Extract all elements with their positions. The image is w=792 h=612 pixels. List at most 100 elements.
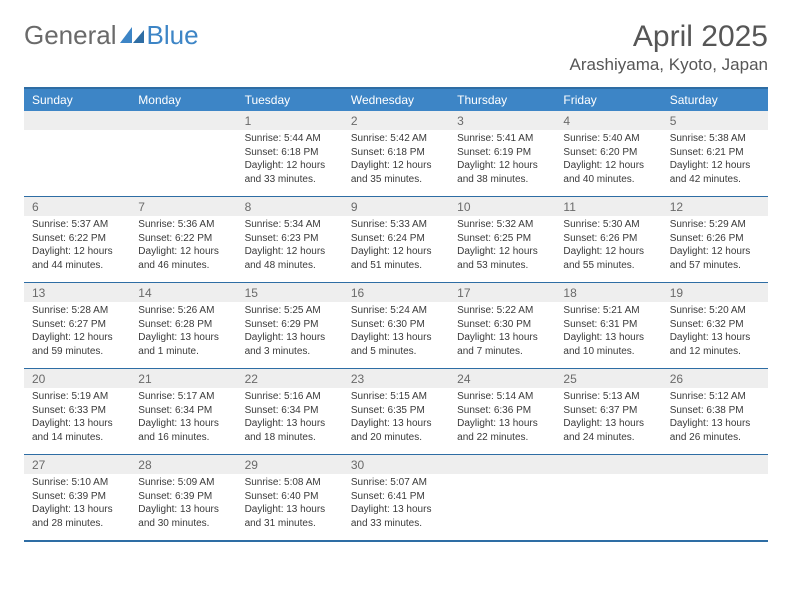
- day-body: [555, 474, 661, 540]
- sunrise-text: Sunrise: 5:33 AM: [351, 218, 441, 232]
- day-number: 12: [662, 197, 768, 216]
- calendar-grid: Sunday Monday Tuesday Wednesday Thursday…: [24, 87, 768, 542]
- day-number: 5: [662, 111, 768, 130]
- day-number: 7: [130, 197, 236, 216]
- sunrise-text: Sunrise: 5:22 AM: [457, 304, 547, 318]
- day-body: [24, 130, 130, 196]
- day-body: Sunrise: 5:34 AMSunset: 6:23 PMDaylight:…: [237, 216, 343, 282]
- daylight-text: Daylight: 13 hours and 16 minutes.: [138, 417, 228, 444]
- week-daynum-row: 27282930: [24, 454, 768, 474]
- sunset-text: Sunset: 6:30 PM: [457, 318, 547, 332]
- sunrise-text: Sunrise: 5:32 AM: [457, 218, 547, 232]
- daylight-text: Daylight: 13 hours and 31 minutes.: [245, 503, 335, 530]
- day-number: 24: [449, 369, 555, 388]
- day-number: [555, 455, 661, 474]
- week-body-row: Sunrise: 5:44 AM Sunset: 6:18 PM Daylight:…: [24, 130, 768, 196]
- sunrise-text: Sunrise: 5:21 AM: [563, 304, 653, 318]
- sunrise-text: Sunrise: 5:44 AM: [245, 132, 335, 146]
- day-number: 9: [343, 197, 449, 216]
- sunrise-text: Sunrise: 5:08 AM: [245, 476, 335, 490]
- sunrise-text: Sunrise: 5:13 AM: [563, 390, 653, 404]
- page-header: General Blue April 2025 Arashiyama, Kyot…: [24, 20, 768, 75]
- sunrise-text: Sunrise: 5:12 AM: [670, 390, 760, 404]
- dow-wednesday: Wednesday: [343, 89, 449, 111]
- day-number: 3: [449, 111, 555, 130]
- day-number: 16: [343, 283, 449, 302]
- day-body: Sunrise: 5:16 AMSunset: 6:34 PMDaylight:…: [237, 388, 343, 454]
- sunrise-text: Sunrise: 5:36 AM: [138, 218, 228, 232]
- sunrise-text: Sunrise: 5:30 AM: [563, 218, 653, 232]
- day-number: 20: [24, 369, 130, 388]
- sunrise-text: Sunrise: 5:42 AM: [351, 132, 441, 146]
- calendar-page: General Blue April 2025 Arashiyama, Kyot…: [0, 0, 792, 562]
- day-number: 25: [555, 369, 661, 388]
- daylight-text: Daylight: 13 hours and 3 minutes.: [245, 331, 335, 358]
- sunset-text: Sunset: 6:18 PM: [351, 146, 441, 160]
- day-number: 17: [449, 283, 555, 302]
- daylight-text: Daylight: 12 hours and 44 minutes.: [32, 245, 122, 272]
- day-body: Sunrise: 5:44 AMSunset: 6:18 PMDaylight:…: [237, 130, 343, 196]
- daylight-text: Daylight: 13 hours and 5 minutes.: [351, 331, 441, 358]
- dow-saturday: Saturday: [662, 89, 768, 111]
- day-body: Sunrise: 5:33 AMSunset: 6:24 PMDaylight:…: [343, 216, 449, 282]
- dow-friday: Friday: [555, 89, 661, 111]
- day-number: 4: [555, 111, 661, 130]
- day-number: 2: [343, 111, 449, 130]
- day-body: Sunrise: 5:17 AMSunset: 6:34 PMDaylight:…: [130, 388, 236, 454]
- day-body: [130, 130, 236, 196]
- day-number: 27: [24, 455, 130, 474]
- day-of-week-header: Sunday Monday Tuesday Wednesday Thursday…: [24, 89, 768, 111]
- title-block: April 2025 Arashiyama, Kyoto, Japan: [570, 20, 768, 75]
- sunrise-text: Sunrise: 5:37 AM: [32, 218, 122, 232]
- day-number: 21: [130, 369, 236, 388]
- daylight-text: Daylight: 12 hours and 38 minutes.: [457, 159, 547, 186]
- sunset-text: Sunset: 6:24 PM: [351, 232, 441, 246]
- sunset-text: Sunset: 6:34 PM: [138, 404, 228, 418]
- logo-text-blue: Blue: [147, 20, 199, 51]
- daylight-text: Daylight: 13 hours and 7 minutes.: [457, 331, 547, 358]
- sunset-text: Sunset: 6:39 PM: [32, 490, 122, 504]
- day-body: Sunrise: 5:19 AMSunset: 6:33 PMDaylight:…: [24, 388, 130, 454]
- logo-text-general: General: [24, 20, 117, 51]
- day-body: Sunrise: 5:20 AMSunset: 6:32 PMDaylight:…: [662, 302, 768, 368]
- sunrise-text: Sunrise: 5:26 AM: [138, 304, 228, 318]
- day-body: Sunrise: 5:21 AMSunset: 6:31 PMDaylight:…: [555, 302, 661, 368]
- day-number: 29: [237, 455, 343, 474]
- day-body: Sunrise: 5:07 AMSunset: 6:41 PMDaylight:…: [343, 474, 449, 540]
- day-number: 14: [130, 283, 236, 302]
- daylight-text: Daylight: 13 hours and 18 minutes.: [245, 417, 335, 444]
- day-body: [662, 474, 768, 540]
- day-body: Sunrise: 5:15 AMSunset: 6:35 PMDaylight:…: [343, 388, 449, 454]
- sunrise-text: Sunrise: 5:24 AM: [351, 304, 441, 318]
- dow-tuesday: Tuesday: [237, 89, 343, 111]
- day-body: Sunrise: 5:30 AMSunset: 6:26 PMDaylight:…: [555, 216, 661, 282]
- day-body: [449, 474, 555, 540]
- day-number: [130, 111, 236, 130]
- day-number: 23: [343, 369, 449, 388]
- sunset-text: Sunset: 6:28 PM: [138, 318, 228, 332]
- day-body: Sunrise: 5:37 AMSunset: 6:22 PMDaylight:…: [24, 216, 130, 282]
- day-body: Sunrise: 5:14 AMSunset: 6:36 PMDaylight:…: [449, 388, 555, 454]
- daylight-text: Daylight: 12 hours and 40 minutes.: [563, 159, 653, 186]
- week-daynum-row: 12345: [24, 111, 768, 130]
- daylight-text: Daylight: 13 hours and 12 minutes.: [670, 331, 760, 358]
- week-body-row: Sunrise: 5:19 AMSunset: 6:33 PMDaylight:…: [24, 388, 768, 454]
- day-body: Sunrise: 5:25 AMSunset: 6:29 PMDaylight:…: [237, 302, 343, 368]
- sunrise-text: Sunrise: 5:15 AM: [351, 390, 441, 404]
- day-body: Sunrise: 5:38 AMSunset: 6:21 PMDaylight:…: [662, 130, 768, 196]
- day-number: 6: [24, 197, 130, 216]
- day-body: Sunrise: 5:36 AMSunset: 6:22 PMDaylight:…: [130, 216, 236, 282]
- week-daynum-row: 20212223242526: [24, 368, 768, 388]
- day-number: 28: [130, 455, 236, 474]
- daylight-text: Daylight: 13 hours and 20 minutes.: [351, 417, 441, 444]
- sunrise-text: Sunrise: 5:10 AM: [32, 476, 122, 490]
- daylight-text: Daylight: 12 hours and 57 minutes.: [670, 245, 760, 272]
- day-number: [662, 455, 768, 474]
- sunrise-text: Sunrise: 5:07 AM: [351, 476, 441, 490]
- weeks-container: 12345Sunrise: 5:44 AMSunset: 6:18 PMDayl…: [24, 111, 768, 540]
- sunset-text: Sunset: 6:22 PM: [32, 232, 122, 246]
- daylight-text: Daylight: 13 hours and 33 minutes.: [351, 503, 441, 530]
- day-number: 22: [237, 369, 343, 388]
- sunset-text: Sunset: 6:22 PM: [138, 232, 228, 246]
- daylight-text: Daylight: 13 hours and 22 minutes.: [457, 417, 547, 444]
